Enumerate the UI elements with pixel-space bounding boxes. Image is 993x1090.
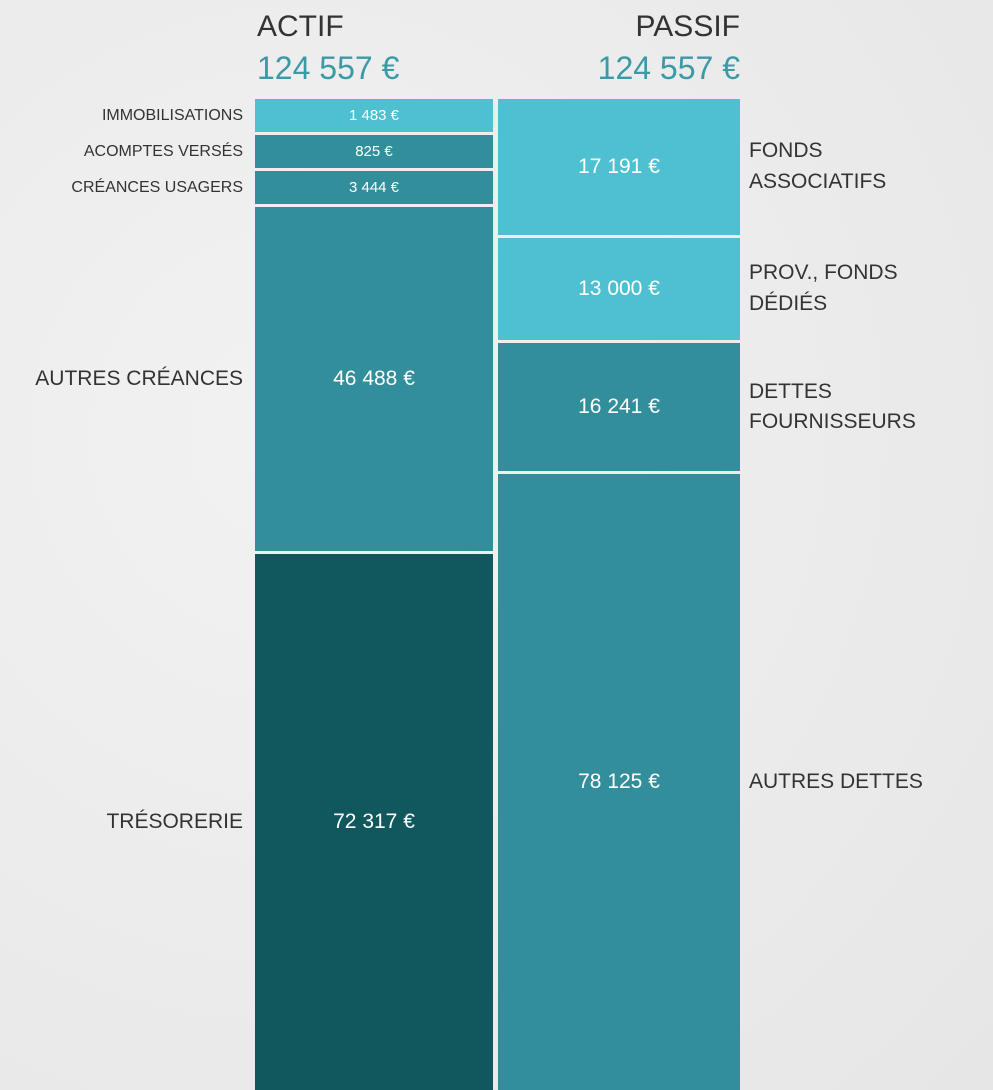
- segment: 1 483 €: [255, 99, 493, 132]
- value-label: 16 241 €: [578, 395, 660, 419]
- column-total: 124 557 €: [257, 50, 400, 86]
- value-label: 17 191 €: [578, 154, 660, 178]
- segment: 13 000 €: [498, 237, 740, 341]
- category-label: AUTRES DETTES: [749, 769, 923, 793]
- category-label: AUTRES CRÉANCES: [35, 366, 243, 390]
- category-label: TRÉSORERIE: [106, 809, 243, 833]
- category-label: CRÉANCES USAGERS: [71, 178, 243, 196]
- category-label: ACOMPTES VERSÉS: [83, 142, 243, 160]
- segment: 16 241 €: [498, 343, 740, 472]
- value-label: 78 125 €: [578, 770, 660, 794]
- value-label: 1 483 €: [348, 107, 400, 124]
- value-label: 825 €: [355, 143, 393, 160]
- category-label: PROV., FONDS DÉDIÉS: [749, 261, 898, 315]
- segment: 3 444 €: [255, 171, 493, 204]
- value-label: 3 444 €: [348, 179, 400, 196]
- column-header: PASSIF: [635, 10, 740, 43]
- value-label: 13 000 €: [578, 276, 660, 300]
- value-label: 72 317 €: [333, 810, 415, 834]
- category-label: IMMOBILISATIONS: [101, 106, 243, 124]
- category-label: FONDS ASSOCIATIFS: [749, 139, 887, 193]
- segment: 72 317 €: [255, 554, 493, 1090]
- column-total: 124 557 €: [597, 50, 740, 86]
- value-label: 46 488 €: [333, 367, 415, 391]
- column-header: ACTIF: [257, 10, 344, 43]
- segment: 825 €: [255, 135, 493, 168]
- segment: 78 125 €: [498, 474, 740, 1090]
- segment: 46 488 €: [255, 207, 493, 552]
- segment: 17 191 €: [498, 99, 740, 235]
- category-label: DETTES FOURNISSEURS: [749, 379, 916, 434]
